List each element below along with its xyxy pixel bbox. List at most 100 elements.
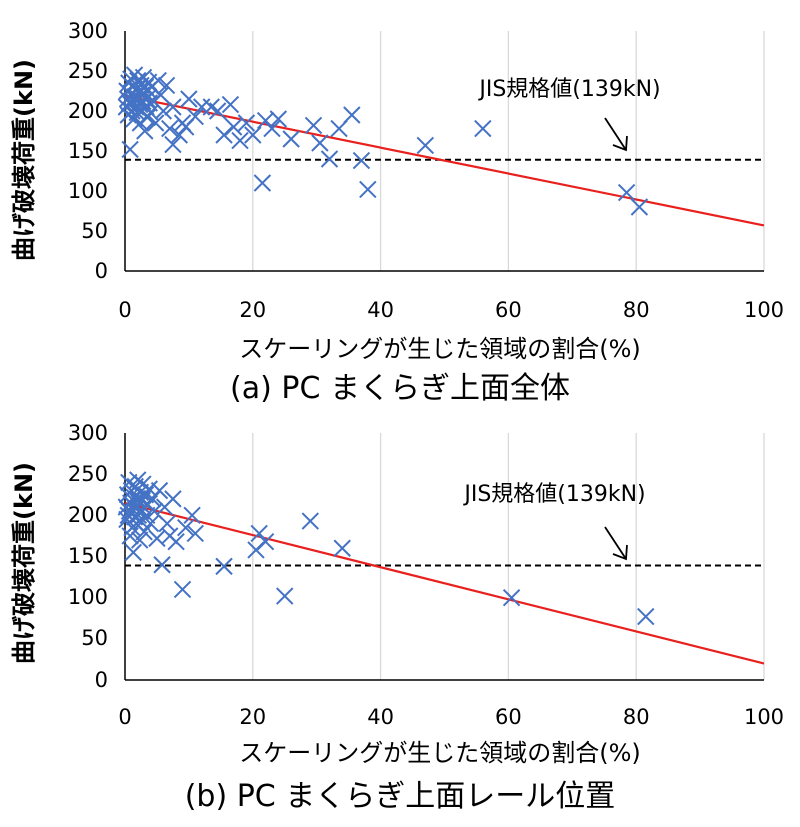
chart-a-x-tick-label: 20 [239, 298, 266, 322]
chart-b-x-axis-label: スケーリングが生じた領域の割合(%) [239, 739, 641, 767]
chart-a-y-tick-label: 0 [95, 259, 108, 283]
chart-b-x-tick-label: 60 [495, 705, 522, 729]
chart-a-data-point [154, 102, 173, 120]
chart-a-gridlines [252, 31, 765, 271]
chart-a-data-point [237, 114, 256, 132]
chart-a-caption: (a) PC まくらぎ上面全体 [230, 371, 570, 406]
chart-b-data-point [124, 543, 143, 562]
chart-a-data-point [320, 150, 339, 168]
chart-a-reference-label: JIS規格値(139kN) [477, 77, 660, 102]
chart-a-y-tick-label: 250 [68, 59, 108, 83]
chart-a-points [117, 66, 649, 216]
chart-a-y-axis-label: 曲げ破壊荷重(kN) [10, 59, 38, 261]
chart-b-x-tick-label: 20 [239, 705, 266, 729]
chart-a-data-point [474, 119, 492, 138]
chart-a-data-point [617, 183, 636, 202]
chart-a-data-point [157, 76, 176, 95]
chart-a-data-point [121, 140, 139, 159]
chart-b-data-point [186, 524, 204, 543]
chart-a-x-axis-label: スケーリングが生じた領域の割合(%) [239, 335, 641, 363]
chart-a-x-tick-labels: 0 20 40 60 80 100 [118, 298, 784, 322]
chart-b-x-tick-label: 40 [367, 705, 394, 729]
chart-b-trend-line [124, 501, 765, 665]
chart-a-data-point [149, 71, 167, 90]
chart-a-data-point [269, 110, 288, 128]
chart-a-data-point [416, 136, 435, 155]
chart-b-data-point [164, 490, 182, 508]
chart-b-data-point [153, 556, 171, 574]
chart-b-x-tick-labels: 0 20 40 60 80 100 [118, 705, 784, 729]
chart-a-data-point [311, 134, 329, 152]
chart-b-data-point [276, 587, 294, 605]
chart-b-data-point [215, 557, 233, 576]
chart-b-data-point [176, 518, 195, 537]
chart-b-data-point [333, 539, 351, 557]
chart-a-x-tick-label: 60 [495, 298, 522, 322]
chart-a-data-point [186, 107, 204, 126]
chart-b-trendline [124, 501, 765, 665]
chart-a-x-tick-label: 100 [744, 298, 784, 322]
chart-b-data-point [130, 531, 149, 549]
chart-a-data-point [146, 114, 165, 132]
chart-a-data-point [138, 108, 157, 127]
chart-a-y-tick-label: 200 [68, 99, 108, 123]
chart-b-y-tick-label: 200 [68, 503, 108, 527]
chart-a: 300 250 200 150 100 50 0 0 20 40 60 80 1… [10, 19, 784, 406]
chart-a-data-point [630, 198, 649, 216]
chart-a-data-point [304, 116, 323, 135]
chart-b-annotation-arrow [604, 526, 628, 561]
chart-a-y-tick-labels: 300 250 200 150 100 50 0 [68, 19, 108, 283]
chart-a-data-point [352, 151, 371, 170]
chart-a-data-point [164, 98, 182, 116]
chart-a-y-tick-label: 300 [68, 19, 108, 43]
chart-b-x-tick-label: 80 [623, 705, 650, 729]
chart-a-data-point [221, 95, 240, 114]
chart-b-data-point [502, 588, 521, 607]
chart-a-data-point [170, 126, 189, 144]
chart-a-trendline [124, 94, 765, 227]
chart-b-y-tick-label: 50 [81, 626, 108, 650]
chart-a-data-point [263, 119, 281, 138]
chart-a-data-point [244, 126, 262, 144]
chart-b-y-tick-labels: 300 250 200 150 100 50 0 [68, 421, 108, 692]
chart-b-data-point [256, 532, 275, 551]
chart-b-x-tick-label: 100 [744, 705, 784, 729]
chart-b-gridlines [252, 433, 765, 680]
chart-b-data-point [301, 512, 320, 530]
chart-b-data-point [183, 506, 201, 525]
chart-a-data-point [136, 122, 154, 140]
chart-b-y-axis-label: 曲げ破壊荷重(kN) [10, 462, 38, 664]
chart-b-data-point [167, 532, 185, 551]
chart-a-trend-line [124, 94, 765, 227]
chart-b-data-point [141, 514, 160, 533]
chart-b-data-point [150, 481, 169, 500]
chart-a-data-point [231, 131, 249, 150]
chart-b-y-tick-label: 300 [68, 421, 108, 445]
chart-a-y-tick-label: 100 [68, 179, 108, 203]
chart-a-data-point [343, 106, 361, 124]
chart-a-data-point [161, 119, 179, 138]
chart-a-annotation-arrow [604, 117, 628, 152]
chart-a-data-point [180, 90, 198, 108]
chart-a-data-point [164, 135, 182, 154]
chart-b-y-tick-label: 150 [68, 544, 108, 568]
chart-b-data-point [637, 607, 655, 626]
chart-b-y-tick-label: 0 [95, 668, 108, 692]
chart-b-points [117, 471, 655, 626]
chart-b-data-point [250, 524, 268, 543]
chart-a-y-tick-label: 150 [68, 139, 108, 163]
chart-a-data-point [253, 174, 272, 192]
chart-a-x-tick-label: 0 [118, 298, 131, 322]
chart-a-data-point [224, 118, 243, 136]
chart-a-data-point [359, 180, 377, 199]
chart-a-data-point [208, 102, 227, 120]
chart-a-x-tick-label: 80 [623, 298, 650, 322]
chart-b-caption: (b) PC まくらぎ上面レール位置 [185, 779, 616, 814]
chart-a-data-point [282, 130, 300, 148]
chart-a-data-point [215, 126, 233, 144]
chart-a-x-tick-label: 40 [367, 298, 394, 322]
chart-b-x-tick-label: 0 [118, 705, 131, 729]
chart-a-y-tick-label: 50 [81, 219, 108, 243]
chart-b-data-point [135, 523, 153, 541]
